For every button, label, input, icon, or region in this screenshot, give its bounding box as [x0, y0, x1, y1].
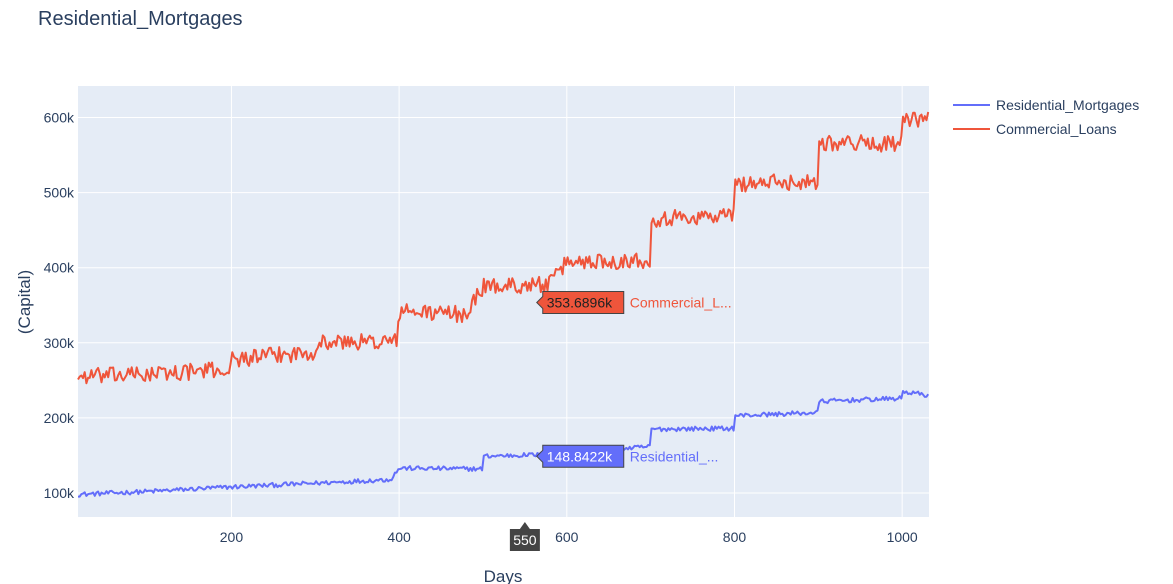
y-tick-label: 100k [44, 485, 75, 501]
x-hover-tag [509, 522, 540, 551]
series-layer [77, 111, 930, 498]
x-tick-label: 800 [723, 529, 747, 545]
x-tick-label: 1000 [887, 529, 918, 545]
x-tick-label: 200 [220, 529, 244, 545]
legend: Residential_Mortgages Commercial_Loans [953, 97, 1139, 137]
hover-layer: 353.6896k Commercial_L... 148.8422k Residen… [509, 290, 732, 551]
legend-item-label[interactable]: Commercial_Loans [996, 121, 1117, 137]
plot-area[interactable] [78, 86, 929, 517]
hover-box [536, 290, 625, 314]
y-gridlines [78, 117, 929, 494]
series-line-commercial-loans[interactable] [77, 111, 930, 385]
y-tick-label: 400k [44, 260, 75, 276]
hover-value: 148.8422k [547, 448, 613, 464]
chart-title: Residential_Mortgages [38, 8, 243, 30]
x-tick-labels: 200 400 600 800 1000 [220, 529, 918, 545]
legend-item-label[interactable]: Residential_Mortgages [996, 97, 1139, 113]
x-tick-label: 600 [555, 529, 579, 545]
y-tick-label: 200k [44, 410, 75, 426]
y-tick-label: 600k [44, 110, 75, 126]
hover-series-name: Residential_... [630, 448, 719, 464]
y-tick-label: 500k [44, 185, 75, 201]
hover-value: 353.6896k [547, 294, 613, 310]
y-tick-labels: 100k 200k 300k 400k 500k 600k [44, 110, 75, 501]
hover-series-name: Commercial_L... [630, 294, 732, 310]
x-axis-title: Days [484, 567, 523, 584]
y-tick-label: 300k [44, 335, 75, 351]
series-line-residential-mortgages[interactable] [78, 390, 930, 498]
hover-box [536, 444, 625, 468]
x-hover-label: 550 [513, 532, 537, 548]
x-tick-label: 400 [387, 529, 411, 545]
y-axis-title: (Capital) [15, 270, 34, 334]
